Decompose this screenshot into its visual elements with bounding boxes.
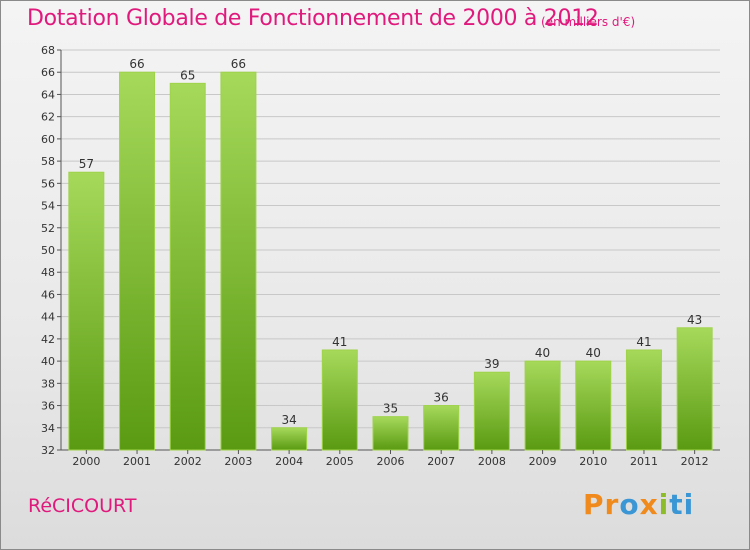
x-tick-label: 2011 [630,455,658,468]
bar [271,427,308,451]
chart-title: Dotation Globale de Fonctionnement de 20… [27,6,599,31]
y-tick-label: 64 [41,88,55,101]
logo-part: i [658,488,670,521]
value-label: 41 [332,335,347,349]
y-tick-label: 62 [41,111,55,124]
bar [169,82,206,451]
value-label: 65 [180,68,195,82]
y-tick-label: 46 [41,288,55,301]
value-label: 40 [586,346,601,360]
commune-name: RéCICOURT [28,495,137,517]
x-tick-label: 2006 [377,455,405,468]
logo-part: ti [669,488,695,521]
logo-part: Pr [583,488,620,521]
bar [321,349,358,451]
bar [423,405,460,451]
y-tick-label: 38 [41,377,55,390]
bar [119,71,156,451]
x-tick-label: 2005 [326,455,354,468]
bar [372,416,409,451]
value-label: 43 [687,313,702,327]
x-tick-label: 2010 [579,455,607,468]
bar [220,71,257,451]
value-labels: 57 66 65 66 34 41 35 36 39 40 40 41 43 [79,57,703,427]
y-tick-label: 56 [41,177,55,190]
y-tick-label: 60 [41,133,55,146]
x-tick-label: 2012 [681,455,709,468]
y-tick-label: 32 [41,444,55,457]
logo-part: o [619,488,640,521]
y-tick-label: 48 [41,266,55,279]
x-tick-label: 2008 [478,455,506,468]
y-tick-label: 68 [41,44,55,57]
x-tick-label: 2007 [427,455,455,468]
chart-unit: (en milliers d'€) [541,15,636,29]
value-label: 41 [636,335,651,349]
bar [68,171,105,451]
proxiti-logo[interactable]: Proxiti [583,488,694,521]
value-label: 39 [484,357,499,371]
value-label: 66 [231,57,246,71]
bar [676,327,713,451]
x-tick-label: 2001 [123,455,151,468]
value-label: 66 [129,57,144,71]
value-label: 36 [434,391,449,405]
x-tick-label: 2003 [224,455,252,468]
y-tick-label: 44 [41,311,55,324]
y-tick-label: 42 [41,333,55,346]
y-tick-label: 36 [41,400,55,413]
y-tick-labels: 32 34 36 38 40 42 44 46 48 50 52 54 56 58 60 62 64 66 68 [41,44,55,457]
y-tick-label: 50 [41,244,55,257]
y-tick-label: 40 [41,355,55,368]
x-tick-label: 2004 [275,455,303,468]
bar [524,360,561,451]
bar [625,349,662,451]
y-tick-label: 66 [41,66,55,79]
x-tick-label: 2009 [529,455,557,468]
value-label: 57 [79,157,94,171]
value-label: 35 [383,402,398,416]
x-tick-labels: 2000 2001 2002 2003 2004 2005 2006 2007 2008 2009… [72,450,709,468]
y-tick-label: 58 [41,155,55,168]
bars [68,71,713,451]
y-tick-label: 52 [41,222,55,235]
y-tick-label: 34 [41,422,55,435]
logo-part: x [639,488,659,521]
x-tick-label: 2002 [174,455,202,468]
y-tick-label: 54 [41,200,55,213]
bar [575,360,612,451]
grid-lines [57,49,720,451]
x-tick-label: 2000 [72,455,100,468]
bar [473,371,510,451]
value-label: 34 [281,413,296,427]
value-label: 40 [535,346,550,360]
